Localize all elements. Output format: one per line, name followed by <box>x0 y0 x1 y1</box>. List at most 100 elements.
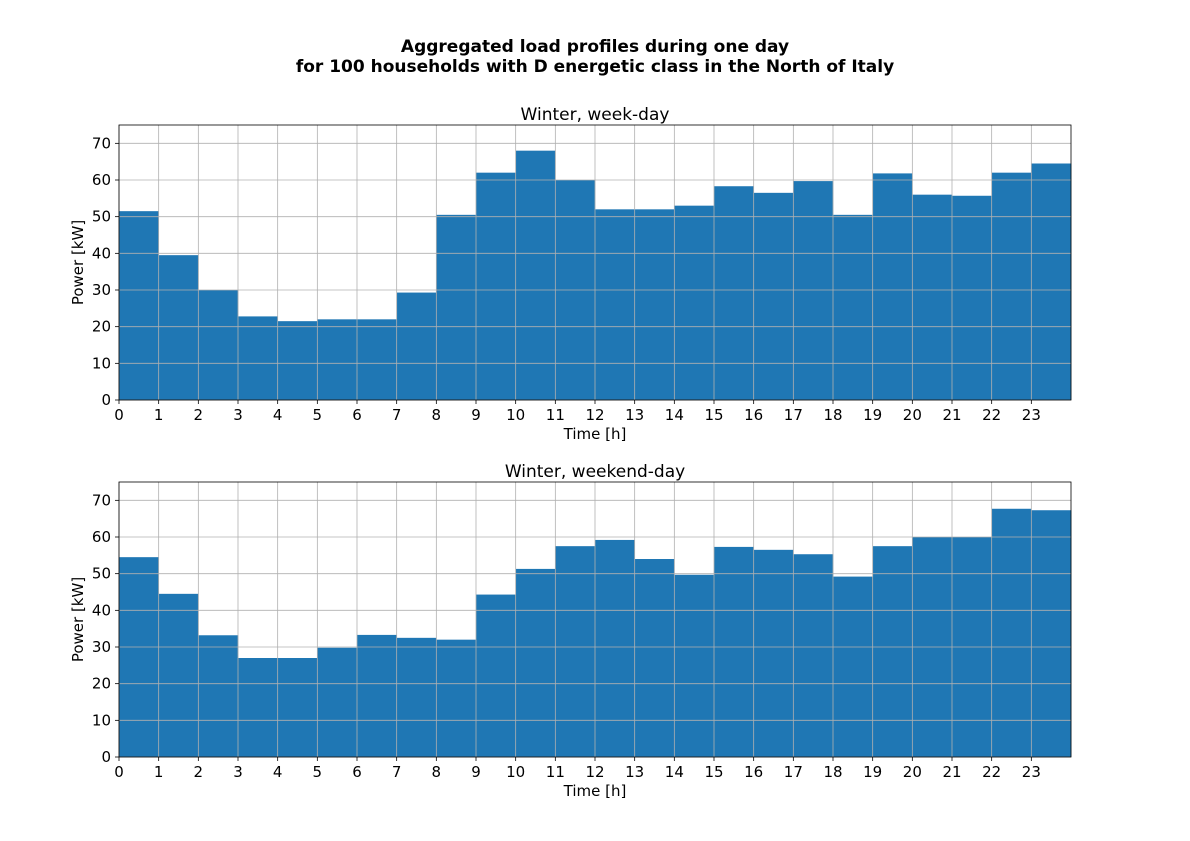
bar-hour-17 <box>793 181 834 400</box>
bar-hour-7 <box>396 637 437 757</box>
x-tick-label: 8 <box>432 763 442 781</box>
bar-hour-23 <box>1031 163 1072 400</box>
x-tick-label: 21 <box>942 406 961 424</box>
x-tick-label: 13 <box>625 763 644 781</box>
x-tick-label: 1 <box>154 406 164 424</box>
bar-hour-6 <box>357 319 397 400</box>
x-tick-label: 15 <box>704 763 723 781</box>
bar-hour-6 <box>357 634 397 757</box>
x-tick-label: 4 <box>273 406 283 424</box>
x-tick-label: 17 <box>784 763 803 781</box>
x-tick-label: 6 <box>352 406 362 424</box>
bar-hour-21 <box>952 195 992 400</box>
bar-hour-3 <box>238 658 278 757</box>
y-tick-label: 60 <box>92 528 111 546</box>
x-tick-label: 13 <box>625 406 644 424</box>
x-tick-label: 7 <box>392 763 402 781</box>
x-tick-label: 18 <box>823 763 842 781</box>
bar-hour-22 <box>991 508 1032 757</box>
x-tick-label: 11 <box>546 763 565 781</box>
bar-hour-1 <box>158 593 199 757</box>
x-tick-label: 0 <box>114 763 124 781</box>
x-ticks: 0 1 2 3 4 5 6 7 8 9 10 11 12 13 14 15 16 17 18 19 20 21 22 23 <box>114 757 1041 781</box>
y-ticks: 0 10 20 30 40 50 60 70 <box>92 134 119 409</box>
x-tick-label: 10 <box>506 406 525 424</box>
bar-hour-0 <box>119 211 159 400</box>
y-tick-label: 40 <box>92 244 111 262</box>
y-tick-label: 20 <box>92 318 111 336</box>
chart-title: Winter, weekend-day <box>505 462 685 482</box>
bar-hour-20 <box>912 194 953 400</box>
y-tick-label: 10 <box>92 354 111 372</box>
bar-hour-23 <box>1031 510 1072 757</box>
chart-winter-weekend: Winter, weekend-day Time [h] Power [kW] … <box>69 462 1072 800</box>
x-tick-label: 3 <box>233 763 243 781</box>
bar-hour-14 <box>674 574 715 757</box>
x-tick-label: 0 <box>114 406 124 424</box>
x-tick-label: 14 <box>665 763 684 781</box>
y-tick-label: 70 <box>92 134 111 152</box>
y-tick-label: 0 <box>101 748 111 766</box>
x-tick-label: 12 <box>585 763 604 781</box>
x-tick-label: 12 <box>585 406 604 424</box>
chart-title: Winter, week-day <box>521 105 670 125</box>
y-tick-label: 20 <box>92 675 111 693</box>
bar-hour-5 <box>317 647 358 757</box>
bar-hour-4 <box>277 658 318 757</box>
x-tick-label: 20 <box>903 763 922 781</box>
bar-hour-10 <box>515 150 556 400</box>
y-axis-label: Power [kW] <box>69 577 87 662</box>
x-tick-label: 11 <box>546 406 565 424</box>
x-tick-label: 3 <box>233 406 243 424</box>
y-axis-label: Power [kW] <box>69 220 87 305</box>
bar-hour-11 <box>555 546 596 757</box>
bar-hour-18 <box>833 576 873 757</box>
bar-hour-19 <box>872 173 913 400</box>
x-tick-label: 22 <box>982 406 1001 424</box>
bar-hour-18 <box>833 214 873 400</box>
y-tick-label: 40 <box>92 601 111 619</box>
bar-hour-14 <box>674 205 715 400</box>
x-tick-label: 21 <box>942 763 961 781</box>
x-tick-label: 10 <box>506 763 525 781</box>
bar-hour-19 <box>872 546 913 757</box>
bar-hour-15 <box>714 186 754 400</box>
x-tick-label: 19 <box>863 763 882 781</box>
bar-hour-8 <box>436 214 477 400</box>
y-ticks: 0 10 20 30 40 50 60 70 <box>92 491 119 766</box>
y-tick-label: 50 <box>92 208 111 226</box>
x-tick-label: 2 <box>194 763 204 781</box>
x-tick-label: 5 <box>313 763 323 781</box>
bar-hour-16 <box>753 192 794 400</box>
x-tick-label: 14 <box>665 406 684 424</box>
x-tick-label: 23 <box>1022 763 1041 781</box>
bar-hour-3 <box>238 316 278 400</box>
bar-hour-13 <box>634 559 675 757</box>
y-tick-label: 70 <box>92 491 111 509</box>
x-tick-label: 18 <box>823 406 842 424</box>
x-tick-label: 17 <box>784 406 803 424</box>
x-tick-label: 5 <box>313 406 323 424</box>
y-tick-label: 50 <box>92 565 111 583</box>
x-tick-label: 7 <box>392 406 402 424</box>
figure-title-line2: for 100 households with D energetic clas… <box>295 57 895 77</box>
bar-hour-17 <box>793 554 834 757</box>
x-tick-label: 22 <box>982 763 1001 781</box>
bar-hour-8 <box>436 639 477 757</box>
bar-hour-2 <box>198 635 239 757</box>
bar-hour-10 <box>515 568 556 757</box>
bar-hour-12 <box>595 209 635 400</box>
bar-hour-4 <box>277 321 318 400</box>
x-tick-label: 16 <box>744 763 763 781</box>
y-tick-label: 30 <box>92 281 111 299</box>
x-tick-label: 2 <box>194 406 204 424</box>
bars <box>119 150 1072 400</box>
y-tick-label: 0 <box>101 391 111 409</box>
x-tick-label: 6 <box>352 763 362 781</box>
bar-hour-0 <box>119 557 159 757</box>
x-tick-label: 1 <box>154 763 164 781</box>
bar-hour-9 <box>476 594 516 757</box>
y-tick-label: 60 <box>92 171 111 189</box>
bar-hour-5 <box>317 319 358 400</box>
y-tick-label: 30 <box>92 638 111 656</box>
